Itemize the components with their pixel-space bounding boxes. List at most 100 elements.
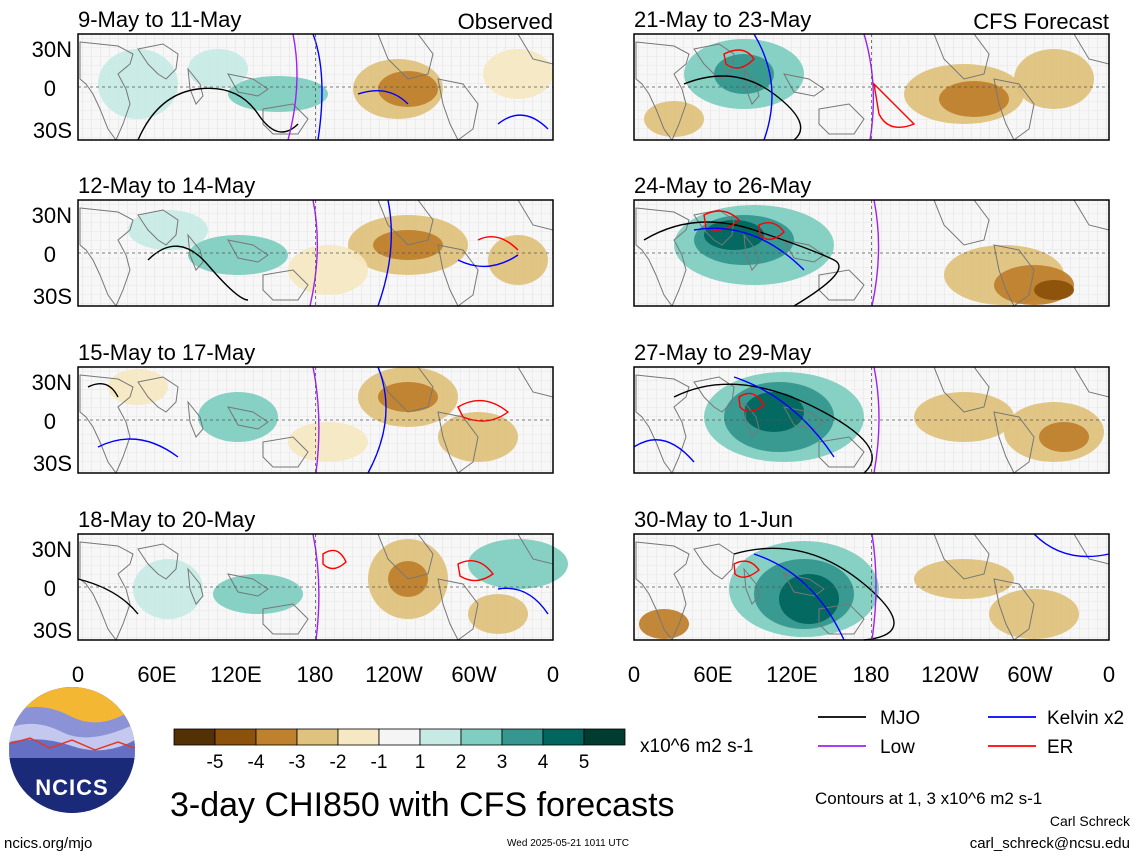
panel-label: 9-May to 11-May bbox=[78, 7, 241, 32]
colorbar-swatch bbox=[214, 728, 257, 746]
wave-contour bbox=[758, 222, 785, 240]
colorbar-swatch bbox=[255, 728, 298, 746]
anomaly-region bbox=[188, 235, 288, 275]
coastline bbox=[743, 400, 760, 438]
anomaly-region bbox=[639, 609, 689, 639]
wave-contour bbox=[312, 533, 320, 641]
colorbar-tick: 2 bbox=[456, 752, 467, 773]
wave-contour bbox=[309, 199, 319, 307]
coastline bbox=[818, 103, 865, 135]
coastline bbox=[187, 67, 204, 105]
coastline bbox=[993, 411, 1035, 474]
coastline bbox=[693, 543, 735, 580]
colorbar-units: x10^6 m2 s-1 bbox=[640, 736, 753, 757]
anomaly-region bbox=[228, 76, 328, 112]
wave-contour bbox=[683, 75, 802, 141]
coastline bbox=[693, 43, 735, 80]
legend-label-kelvin: Kelvin x2 bbox=[1047, 708, 1124, 729]
colorbar-tick: -5 bbox=[207, 752, 224, 773]
x-axis-left: 0 60E 120E 180 120W 60W 0 bbox=[72, 662, 559, 687]
forecast-panel-1: 21-May to 23-May CFS Forecast bbox=[633, 7, 1110, 141]
x-tick-0: 0 bbox=[72, 662, 84, 687]
colorbar-swatch bbox=[501, 728, 544, 746]
panel-label: 24-May to 26-May bbox=[634, 173, 811, 198]
wave-contour bbox=[733, 560, 760, 578]
coastline bbox=[993, 244, 1035, 307]
y-tick-30n: 30N bbox=[32, 37, 72, 62]
anomaly-region bbox=[188, 49, 248, 89]
wave-contour bbox=[137, 87, 299, 141]
coastline bbox=[693, 376, 735, 413]
colorbar-swatch bbox=[583, 728, 626, 746]
x-tick-120e: 120E bbox=[766, 662, 817, 687]
legend-label-er: ER bbox=[1047, 737, 1073, 758]
observed-panel-4: 18-May to 20-May bbox=[77, 507, 568, 641]
wave-contour bbox=[643, 221, 840, 307]
wave-contour bbox=[97, 438, 179, 458]
y-tick-30s: 30S bbox=[33, 618, 72, 643]
wave-contour bbox=[497, 114, 549, 130]
coastline bbox=[79, 541, 134, 641]
x-axis-right: 0 60E 120E 180 120W 60W 0 bbox=[628, 662, 1115, 687]
wave-contour bbox=[733, 547, 895, 641]
wave-contour bbox=[673, 383, 873, 474]
coastline bbox=[137, 376, 179, 413]
wave-contour bbox=[322, 549, 347, 570]
y-axis-left: 30N 0 30S 30N 0 30S 30N 0 30S 30N 0 30S bbox=[32, 37, 72, 643]
anomaly-region bbox=[989, 589, 1079, 639]
colorbar-tick: -4 bbox=[248, 752, 265, 773]
timestamp: Wed 2025-05-21 1011 UTC bbox=[507, 838, 629, 849]
wave-contour bbox=[1033, 533, 1110, 558]
anomaly-region bbox=[378, 382, 438, 412]
wave-contour bbox=[738, 392, 765, 413]
wave-contour bbox=[457, 399, 510, 422]
x-tick-60w: 60W bbox=[1007, 662, 1052, 687]
figure-title: 3-day CHI850 with CFS forecasts bbox=[170, 786, 675, 824]
anomaly-region bbox=[288, 422, 368, 462]
wave-contour bbox=[723, 49, 755, 69]
anomaly-region bbox=[483, 49, 553, 99]
x-tick-180: 180 bbox=[297, 662, 334, 687]
wave-contour bbox=[753, 553, 845, 641]
anomaly-region bbox=[108, 369, 168, 405]
coastline bbox=[437, 411, 479, 474]
y-tick-30s: 30S bbox=[33, 284, 72, 309]
coastline bbox=[262, 103, 309, 135]
logo-text: NCICS bbox=[35, 775, 108, 800]
coastline bbox=[187, 567, 204, 605]
wave-contour bbox=[871, 533, 877, 641]
anomaly-region bbox=[779, 574, 839, 624]
x-tick-0-end: 0 bbox=[1103, 662, 1115, 687]
legend-label-mjo: MJO bbox=[880, 708, 920, 729]
panel-label: 18-May to 20-May bbox=[78, 507, 255, 532]
coastline bbox=[743, 233, 760, 271]
colorbar-swatch bbox=[296, 728, 339, 746]
forecast-panel-4: 30-May to 1-Jun bbox=[633, 507, 1110, 641]
observed-panel-3: 15-May to 17-May bbox=[77, 340, 554, 474]
wave-contour bbox=[147, 245, 249, 301]
coastline bbox=[437, 578, 479, 641]
colorbar-swatch bbox=[419, 728, 462, 746]
wave-contour bbox=[457, 254, 519, 268]
coastline bbox=[262, 436, 309, 468]
coastline bbox=[993, 78, 1035, 141]
coastline bbox=[783, 73, 825, 97]
y-tick-30n: 30N bbox=[32, 203, 72, 228]
colorbar-tick: 3 bbox=[497, 752, 508, 773]
colorbar-swatch bbox=[460, 728, 503, 746]
wave-contour bbox=[367, 366, 387, 474]
wave-contour bbox=[312, 366, 320, 474]
forecast-panel-3: 27-May to 29-May bbox=[633, 340, 1110, 474]
anomaly-region bbox=[213, 574, 303, 614]
wave-contour bbox=[633, 439, 695, 463]
anomaly-region bbox=[704, 220, 764, 250]
anomaly-region bbox=[98, 49, 178, 119]
coastline bbox=[137, 43, 179, 80]
anomaly-region bbox=[468, 539, 568, 589]
author-email: carl_schreck@ncsu.edu bbox=[970, 835, 1130, 852]
coastline bbox=[227, 239, 269, 263]
forecast-label: CFS Forecast bbox=[973, 9, 1109, 34]
forecast-panel-2: 24-May to 26-May bbox=[633, 173, 1110, 307]
y-tick-30n: 30N bbox=[32, 370, 72, 395]
